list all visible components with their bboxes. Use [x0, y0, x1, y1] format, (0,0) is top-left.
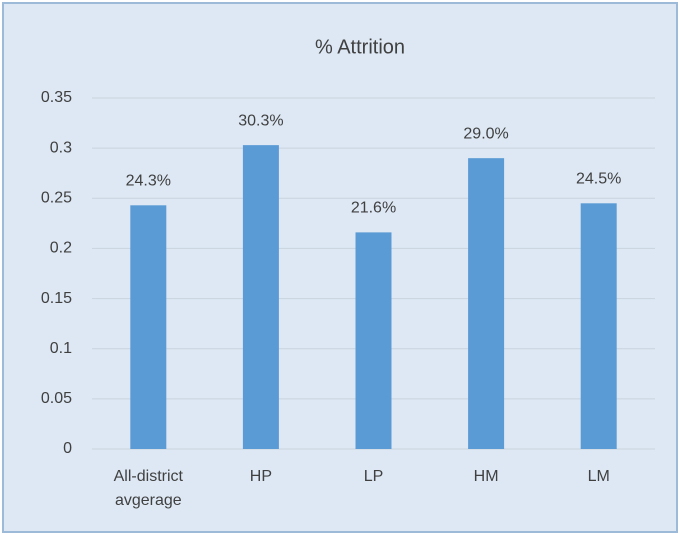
bar [130, 205, 167, 449]
y-tick-label: 0 [63, 440, 72, 457]
data-label: 24.3% [126, 173, 171, 190]
bar [242, 145, 279, 450]
y-tick-label: 0.25 [41, 190, 72, 207]
bar [580, 203, 617, 449]
y-tick-label: 0.05 [41, 390, 72, 407]
bar [468, 158, 505, 449]
x-tick-label: LP [363, 468, 384, 485]
data-label: 30.3% [238, 112, 283, 129]
chart-title: % Attrition [315, 36, 405, 58]
x-tick-label: HM [473, 468, 499, 485]
y-tick-label: 0.3 [50, 139, 72, 156]
y-tick-label: 0.2 [50, 240, 72, 257]
y-tick-label: 0.1 [50, 340, 72, 357]
y-tick-label: 0.35 [41, 89, 72, 106]
data-label: 21.6% [351, 200, 396, 217]
data-label: 24.5% [576, 171, 621, 188]
x-tick-label: LM [587, 468, 610, 485]
data-label: 29.0% [463, 125, 508, 142]
x-tick-label: HP [249, 468, 272, 485]
bar [355, 232, 392, 449]
x-tick-label: All-district avgerage [113, 468, 183, 509]
y-tick-label: 0.15 [41, 290, 72, 307]
